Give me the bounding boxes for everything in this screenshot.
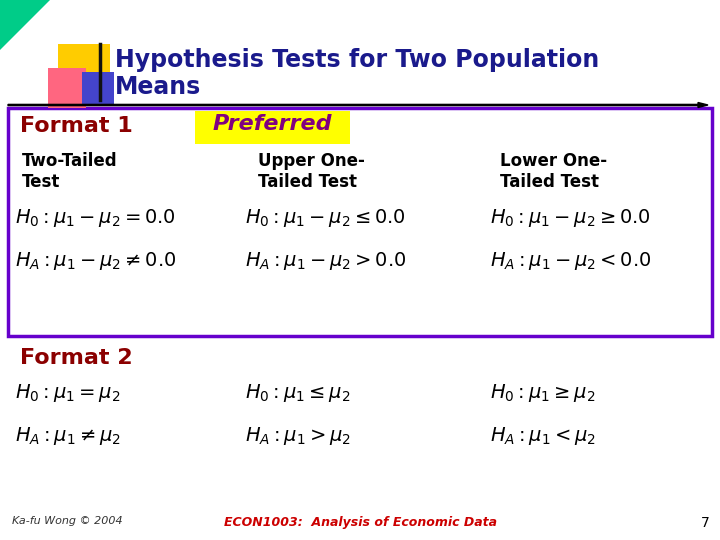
Text: $H_0 : \mu_1 = \mu_2$: $H_0 : \mu_1 = \mu_2$ — [15, 382, 120, 404]
Text: $H_0 : \mu_1 - \mu_2 \geq 0.0$: $H_0 : \mu_1 - \mu_2 \geq 0.0$ — [490, 207, 651, 229]
Bar — [48, 68, 86, 108]
Text: $H_A : \mu_1 < \mu_2$: $H_A : \mu_1 < \mu_2$ — [490, 425, 596, 447]
Text: Format 2: Format 2 — [20, 348, 132, 368]
Text: ECON1003:  Analysis of Economic Data: ECON1003: Analysis of Economic Data — [223, 516, 497, 529]
Text: Format 1: Format 1 — [20, 116, 132, 136]
Text: Ka-fu Wong © 2004: Ka-fu Wong © 2004 — [12, 516, 122, 526]
Text: $H_A : \mu_1 - \mu_2 < 0.0$: $H_A : \mu_1 - \mu_2 < 0.0$ — [490, 250, 652, 272]
Text: Two-Tailed
Test: Two-Tailed Test — [22, 152, 117, 191]
Text: Lower One-
Tailed Test: Lower One- Tailed Test — [500, 152, 607, 191]
Text: Hypothesis Tests for Two Population: Hypothesis Tests for Two Population — [115, 48, 599, 72]
Text: Upper One-
Tailed Test: Upper One- Tailed Test — [258, 152, 365, 191]
Text: $H_A : \mu_1 - \mu_2 \neq 0.0$: $H_A : \mu_1 - \mu_2 \neq 0.0$ — [15, 250, 176, 272]
Bar — [195, 111, 350, 144]
Text: 7: 7 — [701, 516, 710, 530]
Text: Means: Means — [115, 75, 202, 99]
Text: $H_0 : \mu_1 - \mu_2 = 0.0$: $H_0 : \mu_1 - \mu_2 = 0.0$ — [15, 207, 176, 229]
Text: $H_0 : \mu_1 \leq \mu_2$: $H_0 : \mu_1 \leq \mu_2$ — [245, 382, 351, 404]
Text: $H_0 : \mu_1 \geq \mu_2$: $H_0 : \mu_1 \geq \mu_2$ — [490, 382, 595, 404]
Text: $H_0 : \mu_1 - \mu_2 \leq 0.0$: $H_0 : \mu_1 - \mu_2 \leq 0.0$ — [245, 207, 406, 229]
Text: Preferred: Preferred — [212, 114, 332, 134]
Bar — [8, 108, 712, 336]
Bar — [82, 72, 114, 104]
Text: $H_A : \mu_1 - \mu_2 > 0.0$: $H_A : \mu_1 - \mu_2 > 0.0$ — [245, 250, 407, 272]
Bar — [58, 44, 110, 96]
Text: $H_A : \mu_1 \neq \mu_2$: $H_A : \mu_1 \neq \mu_2$ — [15, 425, 121, 447]
Polygon shape — [0, 0, 50, 50]
FancyArrow shape — [8, 103, 708, 107]
Text: $H_A : \mu_1 > \mu_2$: $H_A : \mu_1 > \mu_2$ — [245, 425, 351, 447]
